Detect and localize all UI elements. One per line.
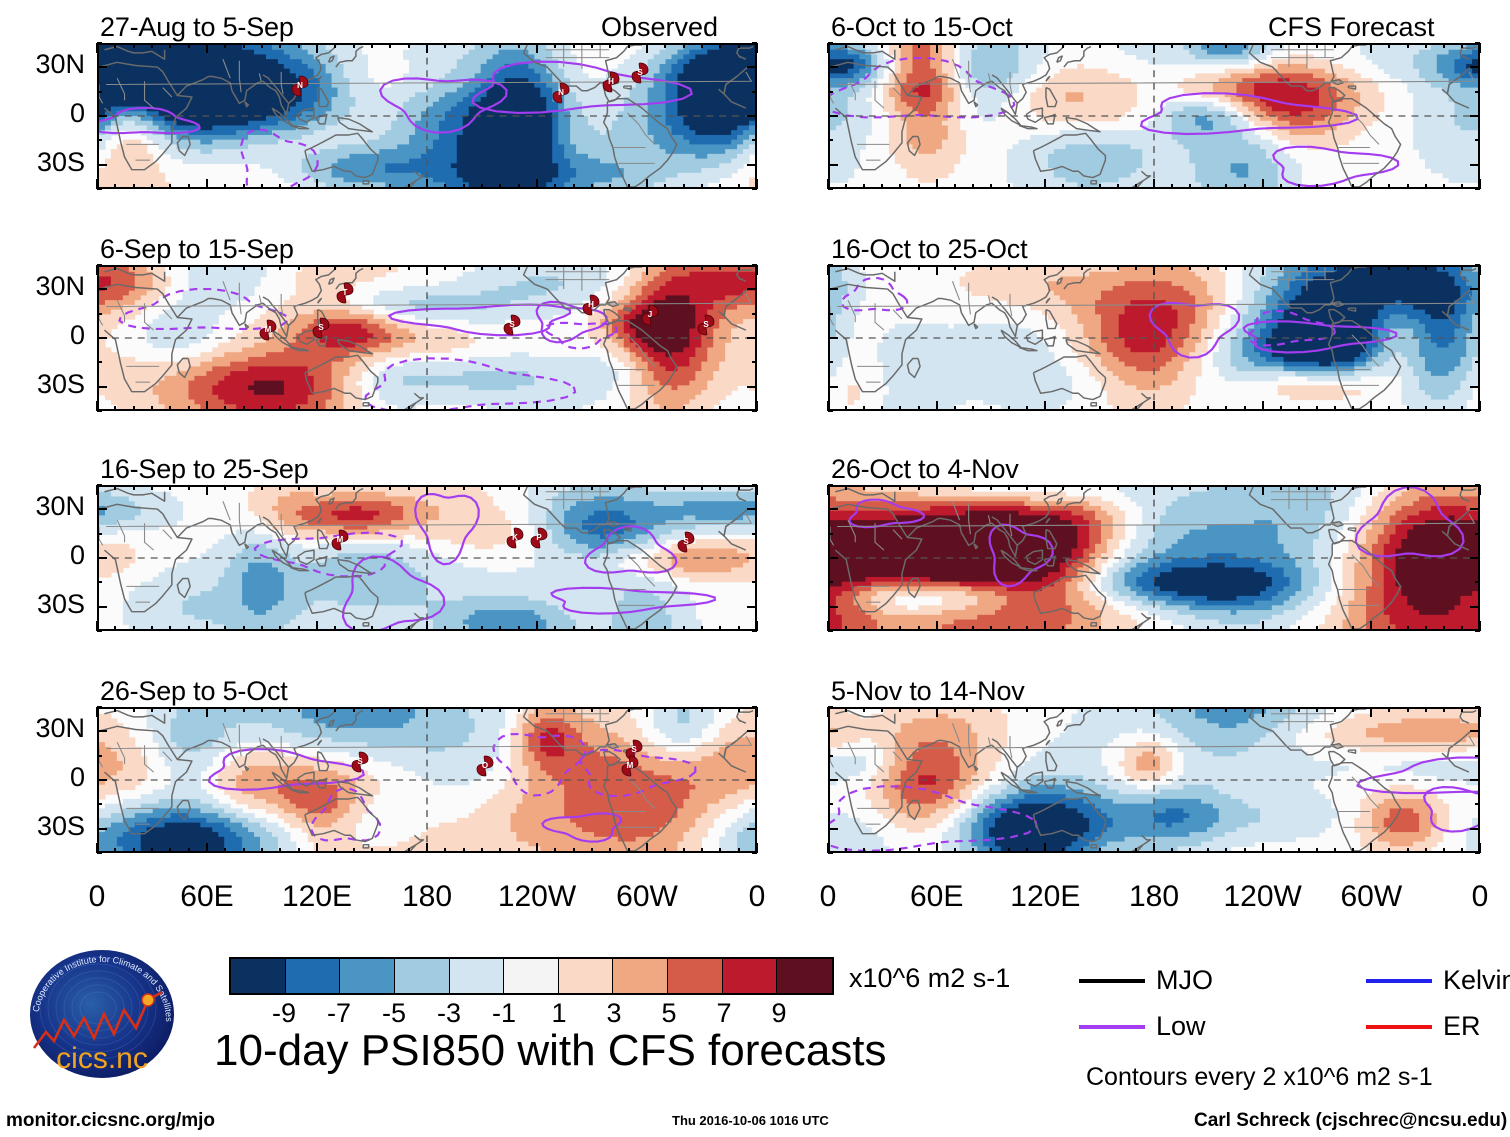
footer-site[interactable]: monitor.cicsnc.org/mjo xyxy=(6,1110,215,1132)
legend-label: Low xyxy=(1156,1011,1206,1042)
footer-author: Carl Schreck (cjschrec@ncsu.edu) xyxy=(1194,1110,1507,1132)
legend-item-er: ER xyxy=(1366,1011,1481,1042)
cics-nc-logo: Cooperative Institute for Climate and Sa… xyxy=(22,948,182,1080)
legend-label: Kelvin x2 xyxy=(1443,965,1510,996)
legend-line-swatch xyxy=(1366,1024,1432,1029)
footer-timestamp: Thu 2016-10-06 1016 UTC xyxy=(672,1113,829,1128)
contour-interval-note: Contours every 2 x10^6 m2 s-1 xyxy=(1086,1063,1433,1092)
legend-label: ER xyxy=(1443,1011,1481,1042)
legend-line-swatch xyxy=(1366,978,1432,983)
legend-line-swatch xyxy=(1079,978,1145,983)
legend-line-swatch xyxy=(1079,1024,1145,1029)
legend-item-mjo: MJO xyxy=(1079,965,1213,996)
legend-label: MJO xyxy=(1156,965,1213,996)
legend-item-low: Low xyxy=(1079,1011,1206,1042)
legend-item-kelvin-x2: Kelvin x2 xyxy=(1366,965,1510,996)
logo-text: cics.nc xyxy=(56,1042,148,1075)
